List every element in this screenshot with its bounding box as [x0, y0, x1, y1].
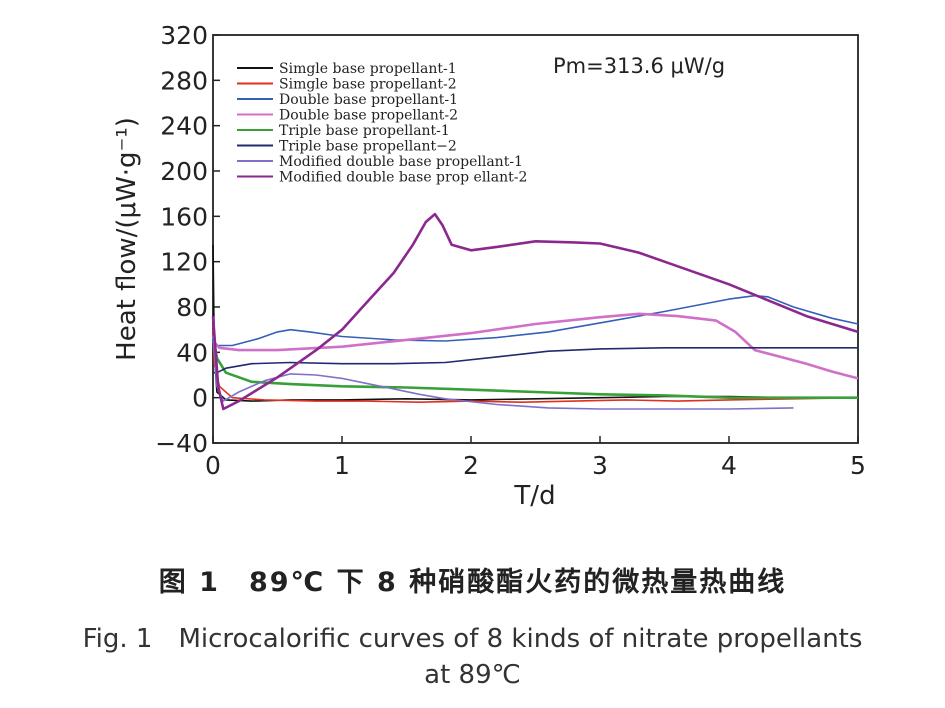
- legend-label: Double base propellant-2: [279, 108, 458, 124]
- series-line-8: [211, 212, 859, 411]
- series-line-3: [212, 294, 859, 347]
- legend-label: Triple base propellant-1: [279, 123, 450, 139]
- y-tick-label: −40: [155, 429, 208, 458]
- x-axis-ticks: 0 1 2 3 4 5: [205, 436, 866, 480]
- x-tick-label: 4: [721, 451, 737, 480]
- legend-label: Double base propellant-1: [279, 92, 458, 108]
- y-tick-label: 240: [160, 112, 208, 141]
- series-line-4: [212, 312, 859, 380]
- y-tick-label: 200: [160, 157, 208, 186]
- caption-english-line1: Fig. 1 Microcalorific curves of 8 kinds …: [82, 624, 863, 654]
- plot-frame: [212, 34, 859, 444]
- x-axis-title: T/d: [513, 481, 555, 511]
- legend-label: Simgle base propellant-1: [279, 61, 457, 77]
- y-tick-label: 80: [176, 293, 208, 322]
- y-axis-title: Heat flow/(μW·g⁻¹): [112, 117, 142, 361]
- series-line-6: [213, 346, 858, 374]
- legend-label: Simgle base propellant-2: [279, 77, 457, 93]
- x-tick-label: 3: [592, 451, 608, 480]
- pm-annotation: Pm=313.6 μW/g: [553, 54, 725, 78]
- y-tick-label: 320: [160, 21, 208, 50]
- legend-label: Triple base propellant−2: [279, 139, 457, 155]
- legend-label: Modified double base propellant-1: [279, 154, 523, 170]
- series-lines: [211, 212, 859, 411]
- x-tick-label: 2: [463, 451, 479, 480]
- y-tick-label: 160: [160, 202, 208, 231]
- legend-label: Modified double base prop ellant-2: [279, 170, 527, 186]
- caption-chinese: 图 1 89℃ 下 8 种硝酸酯火药的微热量热曲线: [158, 567, 787, 598]
- caption-english-line2: at 89℃: [424, 660, 521, 690]
- y-tick-label: 280: [160, 66, 208, 95]
- series-line-7: [212, 335, 794, 410]
- y-tick-label: 40: [176, 338, 208, 367]
- series-line-5: [211, 335, 858, 400]
- y-tick-label: 0: [192, 384, 208, 413]
- series-line-2: [212, 327, 859, 404]
- y-tick-label: 120: [160, 248, 208, 277]
- y-axis-ticks: −40 0 40 80 120 160 200 240 280 320: [155, 21, 220, 458]
- x-tick-label: 0: [205, 451, 221, 480]
- x-tick-label: 5: [850, 451, 866, 480]
- x-tick-label: 1: [334, 451, 350, 480]
